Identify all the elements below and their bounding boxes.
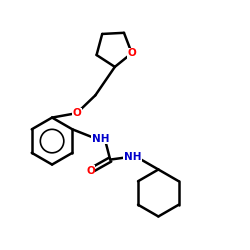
Text: O: O [128, 48, 136, 58]
Text: NH: NH [124, 152, 141, 162]
Text: O: O [86, 166, 95, 176]
Text: O: O [72, 108, 81, 118]
Text: NH: NH [92, 134, 109, 143]
